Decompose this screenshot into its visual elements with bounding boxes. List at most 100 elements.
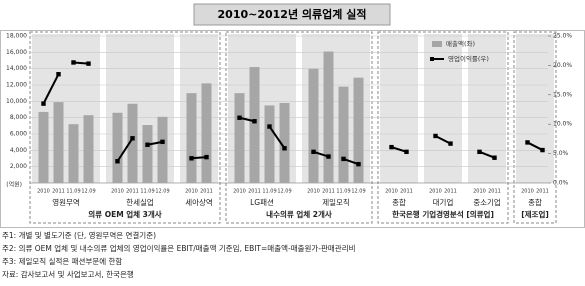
margin-marker (389, 144, 394, 150)
panel-background (468, 34, 506, 183)
bar (279, 102, 290, 183)
bar (142, 125, 153, 183)
x-tick-label: 12.09 (277, 189, 291, 195)
margin-marker (540, 147, 545, 153)
margin-line (116, 137, 134, 162)
bar (323, 51, 334, 184)
bar (201, 83, 212, 183)
margin-marker (433, 133, 438, 139)
x-tick-label: 2011 (248, 189, 261, 195)
y2-tick-label: 10.0% (553, 121, 572, 128)
x-tick-label: 2010 (521, 189, 534, 195)
x-tick-label: 2011 (400, 189, 413, 195)
bar (157, 116, 168, 183)
margin-marker (404, 149, 409, 155)
x-tick-label: 2010 (429, 189, 442, 195)
x-tick-label: 2010 (111, 189, 124, 195)
panel-label: 한세실업 (126, 197, 154, 207)
margin-marker (145, 142, 150, 147)
x-tick-label: 2011 (322, 189, 335, 195)
y2-tick-label: 25.0% (553, 33, 572, 40)
margin-marker (448, 141, 453, 146)
x-tick-label: 2010 (307, 189, 320, 195)
margin-marker (525, 140, 530, 145)
x-tick-label: 11.09 (336, 189, 350, 195)
margin-marker (341, 156, 346, 162)
bar (264, 105, 275, 183)
bar (127, 103, 138, 183)
x-tick-label: 2010 (473, 189, 486, 195)
margin-marker (115, 159, 120, 164)
margin-line (435, 135, 451, 145)
group-box (377, 31, 509, 224)
title-box (193, 3, 391, 26)
margin-marker (477, 149, 482, 155)
bar (338, 86, 349, 183)
legend-label: 매출액(좌) (446, 39, 475, 48)
y-tick-label: 8,000 (10, 114, 27, 121)
margin-line (343, 157, 359, 166)
x-tick-label: 2010 (185, 189, 198, 195)
panel-label: LG패션 (250, 197, 274, 207)
group-label: 의류 OEM 업체 3개사 (88, 209, 162, 219)
margin-marker (311, 149, 316, 155)
x-tick-label: 12.09 (351, 189, 365, 195)
x-tick-label: 12.09 (155, 189, 169, 195)
y2-tick-label: 15.0% (553, 91, 572, 98)
panel-label: 종합 (392, 198, 406, 207)
y2-tick-label: 0.0% (553, 180, 569, 187)
footnote: 주3: 제일모직 실적은 패션부문에 한함 (2, 256, 122, 266)
y-axis-label: (억원) (6, 181, 22, 189)
footnote: 주2: 의류 OEM 업체 및 내수의류 업체의 영업이익률은 EBIT/매출액… (2, 243, 356, 253)
margin-line (191, 156, 207, 160)
margin-marker (71, 60, 76, 65)
panel-label: 종합 (528, 198, 542, 207)
y2-tick-label: 5.0% (553, 150, 569, 157)
panel-label: 세아상역 (185, 197, 213, 207)
margin-marker (86, 61, 91, 66)
x-tick-label: 2011 (444, 189, 457, 195)
margin-line (527, 141, 543, 151)
x-tick-label: 2010 (385, 189, 398, 195)
margin-line (147, 140, 163, 146)
margin-line (391, 146, 407, 153)
group-box (513, 31, 557, 224)
x-tick-label: 2011 (52, 189, 65, 195)
footnote: 자료: 감사보고서 및 사업보고서, 한국은행 (2, 269, 134, 279)
legend-label: 영업이익률(우) (448, 54, 489, 63)
margin-line (268, 125, 286, 149)
margin-line (313, 150, 329, 158)
panel-label: 대기업 (433, 198, 454, 207)
margin-marker (130, 136, 135, 141)
y-tick-label: 6,000 (10, 131, 27, 138)
margin-marker (56, 72, 61, 77)
x-tick-label: 2010 (233, 189, 246, 195)
x-tick-label: 2011 (536, 189, 549, 195)
bar (112, 112, 123, 183)
margin-marker (252, 119, 257, 124)
bar (186, 93, 197, 183)
y-tick-label: 10,000 (6, 98, 27, 105)
margin-marker (282, 146, 287, 151)
y-tick-label: 12,000 (6, 82, 27, 89)
y-tick-label: 4,000 (10, 147, 27, 154)
margin-marker (41, 101, 46, 106)
x-tick-label: 2011 (200, 189, 213, 195)
x-tick-label: 11.09 (262, 189, 276, 195)
footnote: 주1: 개별 및 별도기준 (단, 영원무역은 연결기준) (2, 230, 156, 240)
panel-label: 제일모직 (322, 197, 350, 207)
bar (234, 93, 245, 183)
x-tick-label: 2011 (488, 189, 501, 195)
bar (353, 77, 364, 183)
panel-label: 중소기업 (473, 198, 501, 207)
group-label: [제조업] (521, 209, 549, 219)
bar (308, 68, 319, 183)
chart-title: 2010~2012년 의류업계 실적 (218, 7, 367, 21)
bar (68, 124, 79, 183)
margin-marker (204, 154, 209, 160)
y-tick-label: 14,000 (6, 65, 27, 72)
margin-line (479, 150, 495, 159)
bar (83, 115, 94, 183)
x-tick-label: 2010 (37, 189, 50, 195)
